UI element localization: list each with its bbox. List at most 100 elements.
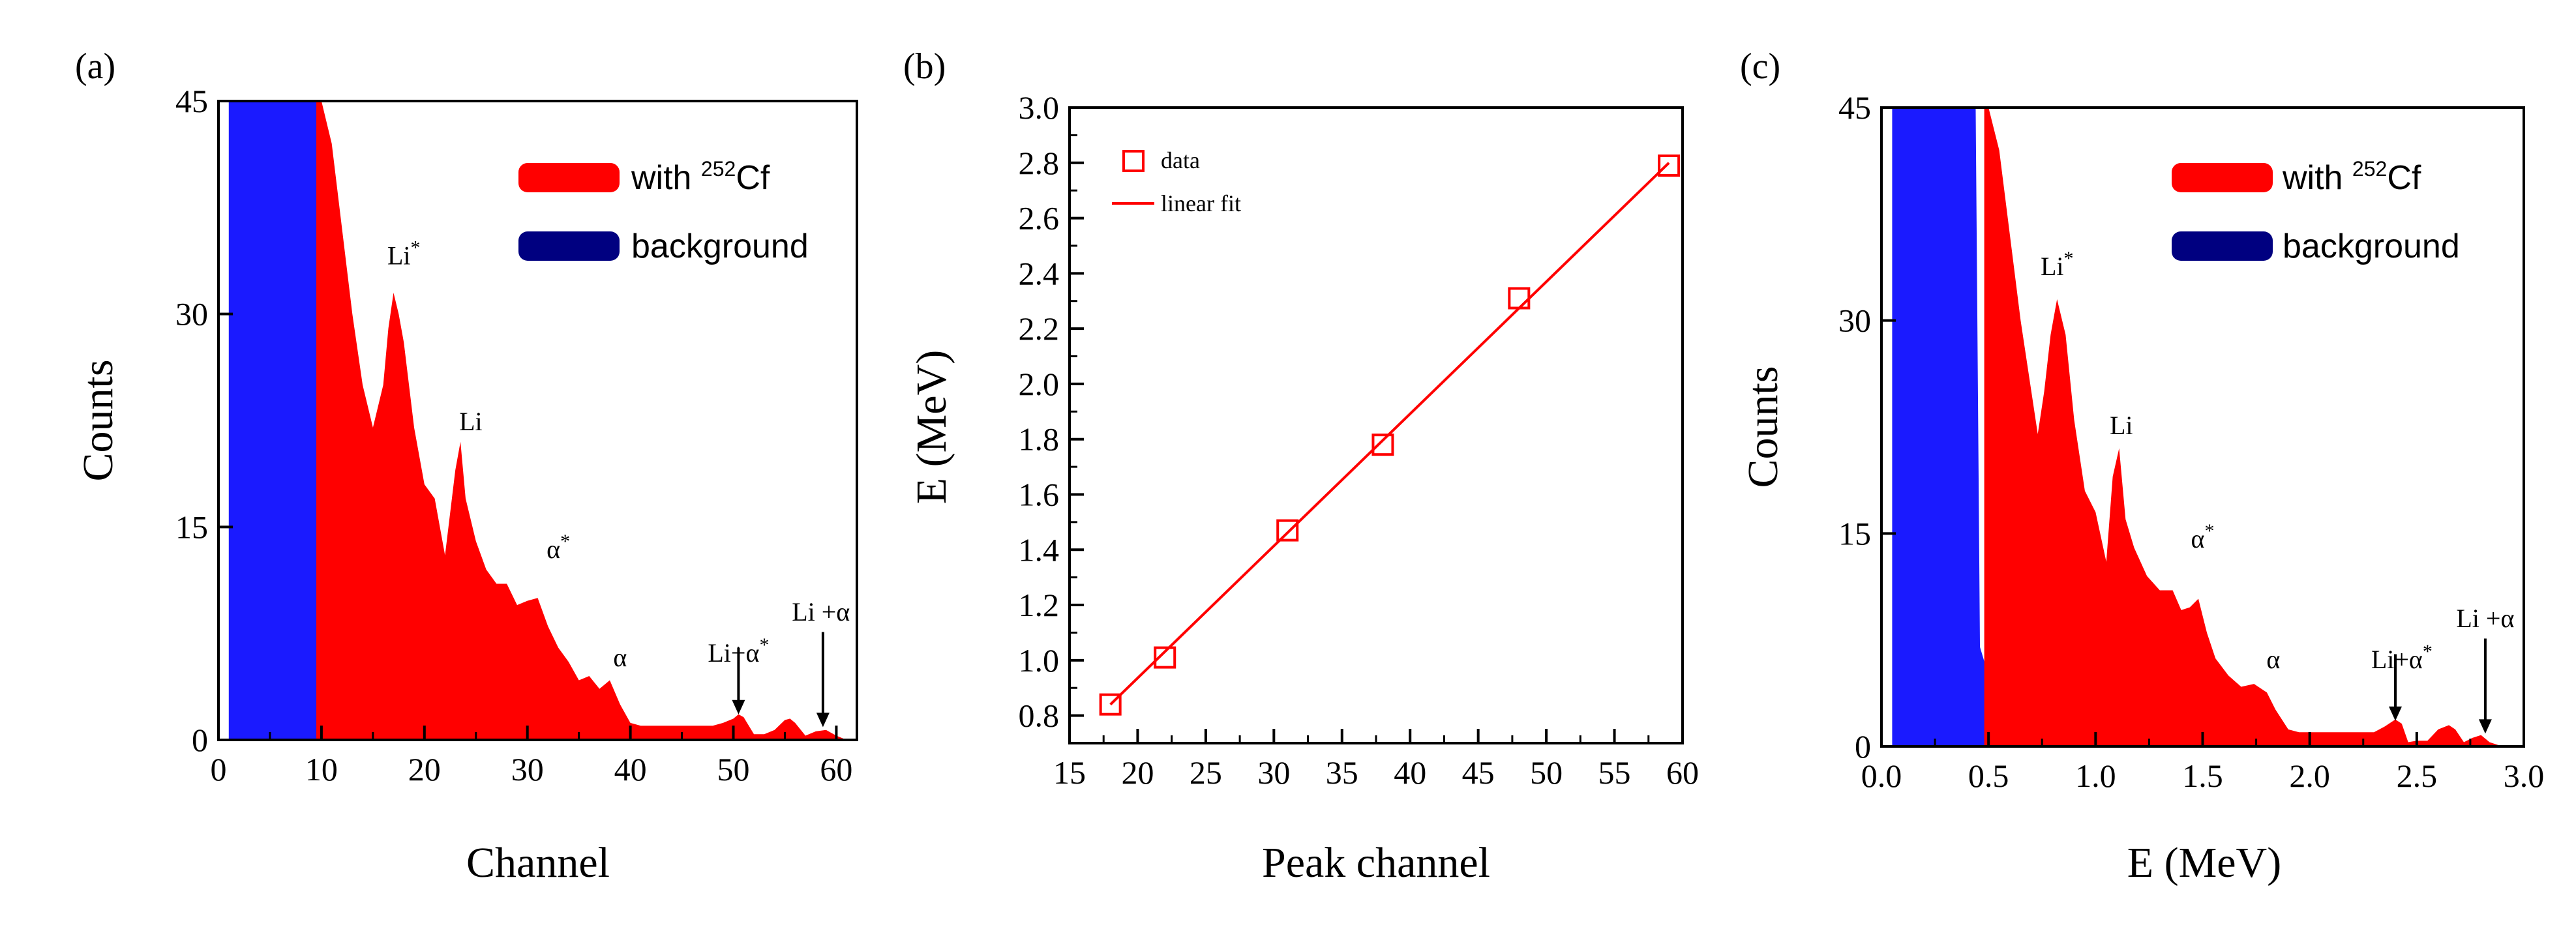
panel-b-x-label: Peak channel: [1262, 839, 1490, 887]
x-tick-label: 50: [717, 751, 750, 787]
y-tick-label: 2.4: [1019, 255, 1060, 291]
peak-arrowhead: [732, 699, 745, 714]
x-tick-label: 60: [1666, 754, 1699, 791]
data-point: [1508, 287, 1531, 310]
data-point: [1099, 693, 1122, 716]
panel-c-y-label: Counts: [1739, 366, 1787, 488]
peak-annotation: α*: [547, 531, 570, 564]
panel-c-x-label: E (MeV): [2127, 839, 2281, 887]
peak-arrowhead: [816, 713, 830, 728]
peak-annotation: α*: [2191, 520, 2215, 553]
y-tick-label: 15: [175, 508, 208, 545]
legend-label-background: background: [2283, 228, 2460, 265]
y-tick-label: 2.6: [1019, 200, 1060, 237]
x-tick-label: 2.5: [2397, 758, 2438, 794]
y-tick-label: 1.6: [1019, 476, 1060, 512]
y-tick-label: 1.0: [1019, 642, 1060, 679]
x-tick-label: 25: [1190, 754, 1222, 791]
x-tick-label: 15: [1053, 754, 1086, 791]
y-tick-label: 45: [1838, 89, 1871, 126]
data-points: [1099, 154, 1681, 716]
y-tick-label: 45: [175, 83, 208, 119]
x-tick-label: 1.5: [2182, 758, 2223, 794]
x-tick-label: 45: [1462, 754, 1495, 791]
legend-label-background: background: [631, 228, 809, 265]
x-tick-label: 0.5: [1968, 758, 2009, 794]
panel-a-plot: 0 10 20 30 40 50 60 0 15 30 45 Li* Li α* α Li+α* Li +α: [175, 83, 858, 787]
panel-c-label: (c): [1740, 46, 1780, 87]
legend-label-data: data: [1161, 147, 1200, 173]
y-tick-label: 0: [192, 722, 208, 758]
peak-annotation: Li +α: [792, 597, 850, 626]
data-point: [1371, 434, 1394, 456]
peak-annotation: Li+α*: [708, 634, 769, 668]
panel-b-x-ticks: 15 20 25 30 35 40 45 50 55 60: [1053, 729, 1699, 791]
data-point: [1658, 154, 1681, 177]
y-tick-label: 2.2: [1019, 310, 1060, 347]
x-tick-label: 50: [1530, 754, 1563, 791]
background-spectrum-area: [1892, 108, 2016, 746]
panel-b: (b) 15 20 25 30 35 40 45 50 55 60 0.8 1.0 1.2 1.4 1.6…: [903, 46, 1699, 887]
y-tick-label: 1.2: [1019, 587, 1060, 623]
peak-annotation: Li: [459, 407, 483, 436]
y-tick-label: 30: [175, 296, 208, 332]
legend-swatch-background: [518, 231, 620, 261]
legend-swatch-background: [2172, 231, 2273, 261]
cf252-spectrum-area: [1984, 108, 2503, 746]
x-tick-label: 1.0: [2075, 758, 2116, 794]
peak-annotation: Li: [2110, 411, 2133, 440]
x-tick-label: 40: [1394, 754, 1426, 791]
legend-marker-data: [1122, 150, 1145, 172]
peak-arrowhead: [2389, 706, 2402, 721]
peak-annotation: Li +α: [2456, 604, 2514, 633]
peak-annotation: Li*: [387, 237, 421, 270]
panel-c: (c) 0.0 0.5 1.0 1.5 2.0 2.5 3.0 0 15 30 45 Li* Li α…: [1739, 46, 2544, 887]
y-tick-label: 3.0: [1019, 89, 1060, 126]
y-tick-label: 2.0: [1019, 366, 1060, 402]
panel-a-label: (a): [75, 46, 115, 87]
legend-swatch-signal: [2172, 163, 2273, 192]
x-tick-label: 20: [1121, 754, 1154, 791]
x-tick-label: 30: [511, 751, 544, 787]
peak-arrowhead: [2478, 719, 2492, 734]
panel-a-legend: with 252Cf background: [518, 157, 809, 265]
panel-a-x-ticks: 0 10 20 30 40 50 60: [211, 726, 852, 787]
x-tick-label: 40: [614, 751, 647, 787]
y-tick-label: 2.8: [1019, 145, 1060, 181]
data-point: [1154, 646, 1176, 669]
x-tick-label: 35: [1326, 754, 1358, 791]
panel-a-x-label: Channel: [466, 839, 610, 887]
y-tick-label: 30: [1838, 302, 1871, 339]
x-tick-label: 20: [408, 751, 441, 787]
peak-annotation: Li*: [2041, 248, 2074, 281]
peak-annotation: Li+α*: [2371, 641, 2433, 674]
panel-b-frame: [1068, 106, 1684, 744]
x-tick-label: 60: [820, 751, 852, 787]
x-tick-label: 2.0: [2289, 758, 2330, 794]
panel-b-legend: data linear fit: [1112, 147, 1241, 216]
y-tick-label: 1.8: [1019, 421, 1060, 458]
panel-a-peak-annotations: Li* Li α* α Li+α* Li +α: [387, 237, 850, 728]
panel-b-label: (b): [903, 46, 946, 87]
panel-b-y-ticks: 0.8 1.0 1.2 1.4 1.6 1.8 2.0 2.2 2.4 2.6 2.8 3.0: [1019, 89, 1084, 734]
peak-annotation: α: [613, 643, 627, 672]
y-tick-label: 0.8: [1019, 698, 1060, 734]
x-tick-label: 3.0: [2504, 758, 2545, 794]
panel-a-y-ticks: 0 15 30 45: [175, 83, 233, 758]
legend-label-signal: with 252Cf: [2282, 157, 2421, 197]
panel-c-frame: [1880, 106, 2525, 748]
peak-annotation: α: [2266, 645, 2280, 674]
panel-a-y-label: Counts: [74, 359, 122, 481]
y-tick-label: 15: [1838, 515, 1871, 552]
data-point: [1276, 519, 1299, 542]
x-tick-label: 55: [1598, 754, 1631, 791]
x-tick-label: 0.0: [1861, 758, 1902, 794]
x-tick-label: 30: [1257, 754, 1290, 791]
y-tick-label: 0: [1855, 728, 1871, 765]
panel-c-peak-annotations: Li* Li α* α Li+α* Li +α: [2041, 248, 2514, 734]
x-tick-label: 0: [211, 751, 227, 787]
panel-c-legend: with 252Cf background: [2172, 157, 2460, 265]
